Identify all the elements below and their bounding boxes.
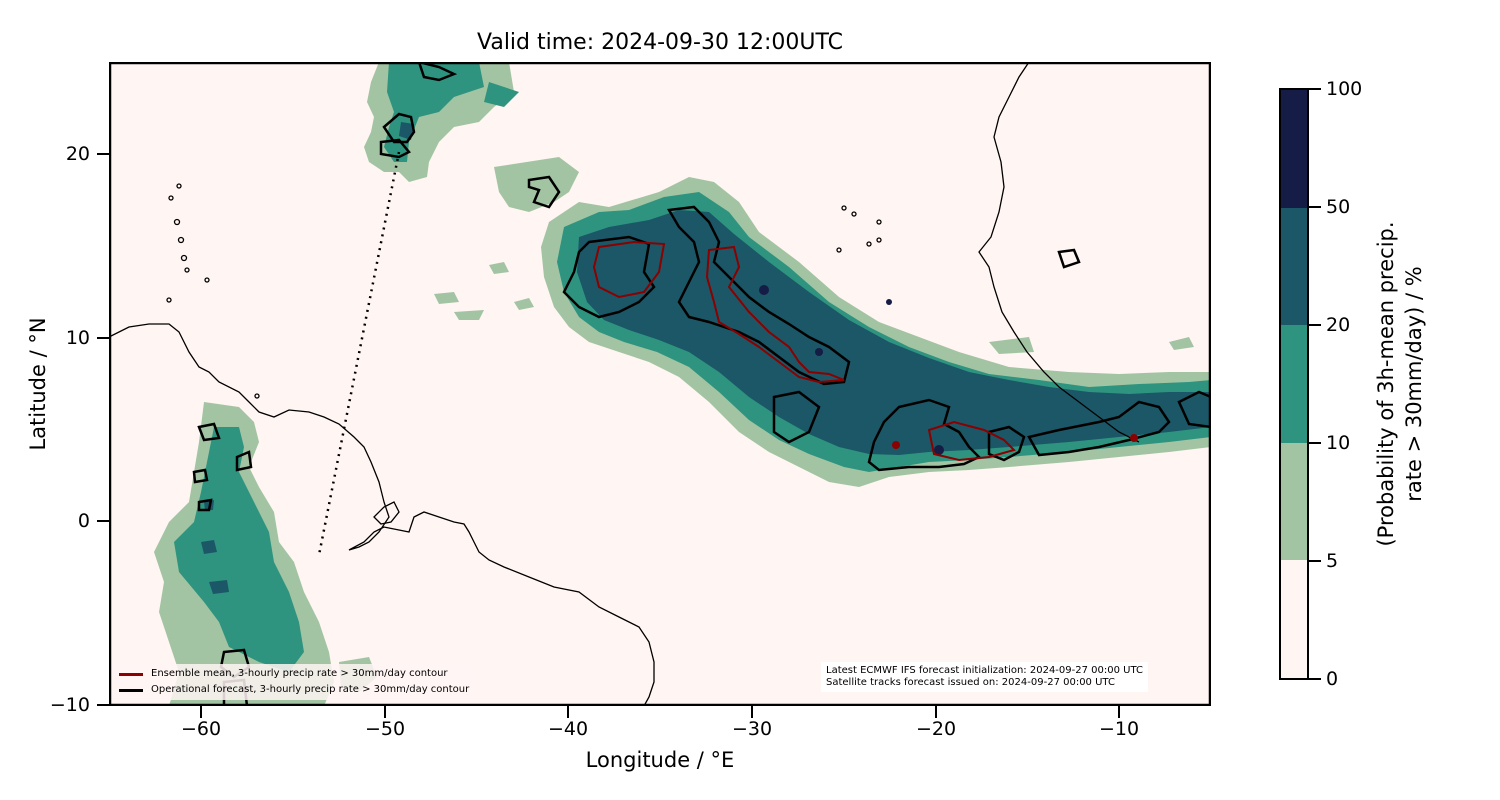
colorbar-tick-label: 100 bbox=[1326, 78, 1363, 100]
operational-contours bbox=[192, 62, 1211, 706]
xtick-mark bbox=[567, 706, 569, 718]
colorbar-tick bbox=[1309, 442, 1321, 444]
colorbar-segment-50-100 bbox=[1281, 90, 1307, 208]
x-axis-label: Longitude / °E bbox=[585, 748, 735, 772]
legend: Ensemble mean, 3-hourly precip rate > 30… bbox=[113, 664, 476, 700]
colorbar-tick-label: 20 bbox=[1326, 314, 1351, 336]
colorbar-title-line2: rate > 30mm/day) / % bbox=[1402, 266, 1426, 502]
map-plot-area bbox=[109, 62, 1211, 706]
xtick-mark bbox=[751, 706, 753, 718]
xtick-mark bbox=[935, 706, 937, 718]
chart-title: Valid time: 2024-09-30 12:00UTC bbox=[477, 30, 843, 55]
xtick-mark bbox=[200, 706, 202, 718]
colorbar-segment-5-10 bbox=[1281, 442, 1307, 561]
red-line-icon bbox=[119, 672, 143, 676]
ytick-mark bbox=[97, 704, 109, 706]
ytick-label: 10 bbox=[65, 327, 90, 349]
colorbar bbox=[1279, 88, 1309, 680]
ytick-mark bbox=[97, 337, 109, 339]
xtick-label: −60 bbox=[180, 718, 222, 740]
xtick-mark bbox=[384, 706, 386, 718]
forecast-info-box: Latest ECMWF IFS forecast initialization… bbox=[821, 662, 1148, 692]
xtick-label: −50 bbox=[364, 718, 406, 740]
xtick-mark bbox=[1118, 706, 1120, 718]
ytick-label: −10 bbox=[49, 694, 90, 716]
map-canvas bbox=[109, 62, 1211, 706]
legend-label: Ensemble mean, 3-hourly precip rate > 30… bbox=[151, 668, 448, 679]
colorbar-title-line1: (Probability of 3h-mean precip. bbox=[1374, 221, 1398, 547]
ytick-mark bbox=[97, 520, 109, 522]
colorbar-tick bbox=[1309, 206, 1321, 208]
colorbar-tick bbox=[1309, 324, 1321, 326]
colorbar-tick bbox=[1309, 560, 1321, 562]
ensemble-contours bbox=[592, 240, 1138, 462]
satellite-issue-text: Satellite tracks forecast issued on: 202… bbox=[826, 677, 1115, 688]
precip-scattered bbox=[434, 262, 1194, 354]
xtick-label: −30 bbox=[731, 718, 773, 740]
colorbar-segment-20-50 bbox=[1281, 207, 1307, 326]
colorbar-tick-label: 50 bbox=[1326, 196, 1351, 218]
colorbar-tick bbox=[1309, 678, 1321, 680]
colorbar-tick-label: 0 bbox=[1326, 668, 1339, 690]
colorbar-tick bbox=[1309, 88, 1321, 90]
colorbar-segment-10-20 bbox=[1281, 325, 1307, 443]
xtick-label: −20 bbox=[915, 718, 957, 740]
ytick-label: 0 bbox=[77, 510, 90, 532]
xtick-label: −10 bbox=[1098, 718, 1140, 740]
colorbar-title: (Probability of 3h-mean precip. rate > 3… bbox=[1372, 221, 1428, 546]
legend-item-operational: Operational forecast, 3-hourly precip ra… bbox=[119, 682, 469, 698]
init-time-text: Latest ECMWF IFS forecast initialization… bbox=[826, 665, 1143, 676]
colorbar-tick-label: 5 bbox=[1326, 550, 1339, 572]
legend-label: Operational forecast, 3-hourly precip ra… bbox=[151, 684, 470, 695]
colorbar-tick-label: 10 bbox=[1326, 432, 1351, 454]
ytick-label: 20 bbox=[65, 143, 90, 165]
legend-item-ensemble: Ensemble mean, 3-hourly precip rate > 30… bbox=[119, 666, 469, 682]
black-line-icon bbox=[119, 688, 143, 692]
coastlines bbox=[109, 62, 1140, 706]
colorbar-segment-0-5 bbox=[1281, 560, 1307, 678]
ytick-mark bbox=[97, 153, 109, 155]
xtick-label: −40 bbox=[547, 718, 589, 740]
y-axis-label: Latitude / °N bbox=[26, 317, 50, 451]
